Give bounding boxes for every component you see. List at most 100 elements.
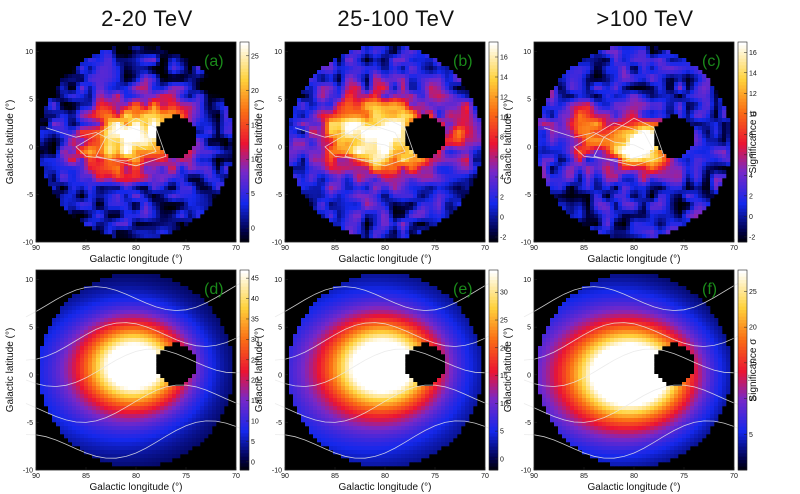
colorbar-tick-label: 0 [251,226,255,233]
y-tick-label: 10 [523,277,531,284]
y-tick-label: 10 [25,277,33,284]
colorbar-tick-label: 10 [749,111,757,118]
x-tick-label: 85 [331,245,339,252]
colorbar-tick-label: 4 [500,175,504,182]
x-tick-label: 90 [530,473,538,480]
x-tick-label: 80 [630,245,638,252]
x-tick-label: 70 [730,245,738,252]
y-tick-label: 10 [274,277,282,284]
colorbar-tick-label: -2 [749,234,755,241]
x-tick-label: 75 [182,473,190,480]
x-axis-title: Galactic longitude (°) [339,254,432,264]
colorbar-tick-label: 14 [500,75,508,82]
x-tick-label: 80 [132,245,140,252]
x-tick-label: 75 [680,245,688,252]
x-tick-label: 85 [580,245,588,252]
y-tick-label: -10 [23,468,33,475]
colorbar-tick-label: 0 [500,215,504,222]
y-tick-label: 0 [278,372,282,379]
colorbar-tick-label: 5 [749,432,753,439]
colorbar-tick-label: 2 [500,195,504,202]
colorbar-tick-label: 20 [251,378,259,385]
colorbar: 0 5 10 15 20 25 30 [488,269,508,471]
colorbar-title: Significance σ [748,338,758,402]
contour-lines [543,117,665,167]
x-tick-label: 85 [82,473,90,480]
y-tick-label: -10 [521,240,531,247]
y-tick-label: 5 [29,97,33,104]
x-tick-label: 85 [580,473,588,480]
contour-lines [294,117,416,167]
panel-label: (b) [453,53,473,70]
colorbar-tick-label: 14 [749,70,757,77]
x-tick-label: 85 [82,245,90,252]
y-tick-label: 0 [527,372,531,379]
colorbar-tick-label: 16 [500,55,508,62]
x-tick-label: 90 [32,473,40,480]
colorbar: -2 0 2 4 6 8 10 12 14 16 Significance σ [737,41,758,243]
x-tick-label: 70 [481,473,489,480]
y-axis-title: Galactic latitude (°) [503,328,514,413]
y-tick-label: 5 [527,325,531,332]
x-tick-label: 75 [431,245,439,252]
colorbar-tick-label: 30 [251,337,259,344]
colorbar: 0 5 10 15 20 25 30 35 40 45 [239,269,259,471]
y-tick-label: 5 [278,325,282,332]
colorbar-tick-label: 10 [251,419,259,426]
colorbar-tick-label: 35 [251,316,259,323]
y-tick-label: 5 [278,97,282,104]
colorbar-tick-label: 12 [500,95,508,102]
y-tick-label: 10 [25,49,33,56]
x-tick-label: 70 [232,473,240,480]
colorbar-tick-label: 15 [251,398,259,405]
x-tick-label: 70 [481,245,489,252]
colorbar-tick-label: 15 [749,360,757,367]
y-tick-label: 0 [527,144,531,151]
colorbar-tick-label: 0 [251,459,255,466]
y-tick-label: -10 [272,468,282,475]
y-axis-title: Galactic latitude (°) [5,100,16,185]
colorbar-tick-label: 2 [749,193,753,200]
x-axis-title: Galactic longitude (°) [588,482,681,492]
x-tick-label: 75 [182,245,190,252]
colorbar-tick-label: 8 [500,135,504,142]
y-tick-label: -10 [521,468,531,475]
y-tick-label: -5 [276,420,282,427]
y-tick-label: 10 [523,49,531,56]
x-tick-label: 70 [730,473,738,480]
x-axis-title: Galactic longitude (°) [90,254,183,264]
column-title-mid-energy: 25-100 TeV [337,6,455,31]
x-tick-label: 85 [331,473,339,480]
colorbar-tick-label: 40 [251,296,259,303]
colorbar-tick-label: 0 [749,214,753,221]
chart-panel-b: 90 85 80 75 70 -10 -5 0 5 10 Galactic longitude (°… [251,28,509,264]
colorbar-tick-label: 5 [251,439,255,446]
colorbar-tick-label: 15 [251,122,259,129]
colorbar-tick-label: 25 [749,289,757,296]
colorbar-tick-label: 6 [500,155,504,162]
colorbar-tick-label: 10 [251,157,259,164]
panel-label: (a) [204,53,224,70]
column-title-low-energy: 2-20 TeV [101,6,193,31]
x-axis-title: Galactic longitude (°) [588,254,681,264]
y-tick-label: 0 [29,372,33,379]
y-axis-title: Galactic latitude (°) [503,100,514,185]
colorbar: -2 0 2 4 6 8 10 12 14 16 [488,41,508,243]
y-tick-label: 0 [278,144,282,151]
contour-lines [523,279,745,459]
colorbar-tick-label: 5 [500,429,504,436]
x-tick-label: 80 [630,473,638,480]
x-tick-label: 80 [381,473,389,480]
heatmap-cells [289,46,482,239]
heatmap-cells [289,274,482,467]
y-tick-label: -5 [276,192,282,199]
colorbar-tick-label: 20 [749,325,757,332]
x-tick-label: 90 [281,245,289,252]
x-axis-title: Galactic longitude (°) [90,482,183,492]
